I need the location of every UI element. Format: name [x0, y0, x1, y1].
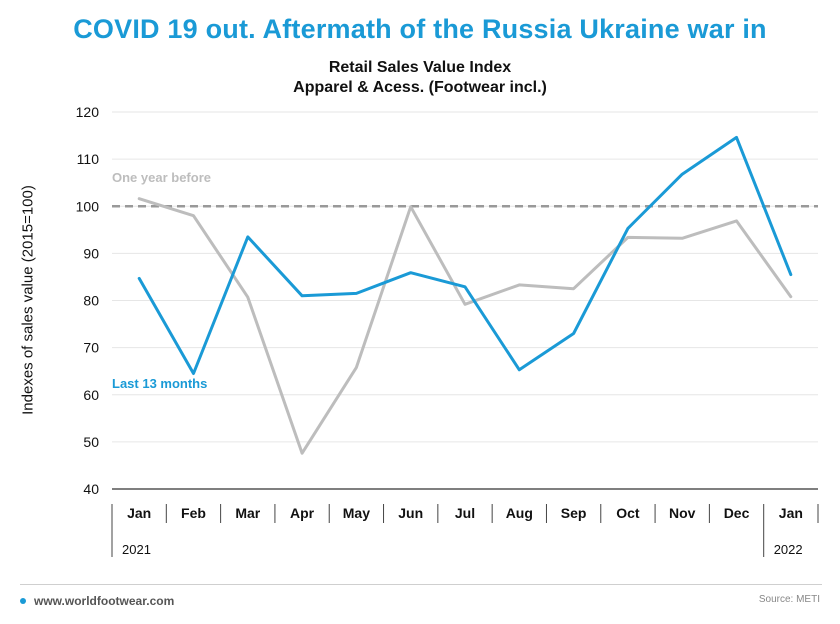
bullet-dot-icon: [20, 598, 26, 604]
x-tick-label: Jul: [455, 505, 475, 521]
x-tick-label: Nov: [669, 505, 696, 521]
series-label-last-13-months: Last 13 months: [112, 376, 207, 391]
series-line: [137, 197, 793, 455]
x-tick-label: Apr: [290, 505, 315, 521]
x-tick-label: Sep: [561, 505, 587, 521]
chart-title: Retail Sales Value Index: [328, 59, 512, 76]
x-tick-label: Feb: [181, 505, 206, 521]
x-tick-label: Aug: [506, 505, 533, 521]
y-tick-label: 70: [83, 340, 99, 356]
series-line: [137, 135, 793, 375]
y-tick-label: 80: [83, 293, 99, 309]
y-tick-label: 60: [83, 387, 99, 403]
y-tick-label: 110: [77, 151, 100, 167]
x-tick-label: Jan: [127, 505, 151, 521]
year-label-2022: 2022: [774, 542, 803, 557]
chart-subtitle: Apparel & Acess. (Footwear incl.): [293, 79, 547, 96]
x-tick-label: Mar: [235, 505, 260, 521]
x-tick-label: Dec: [724, 505, 750, 521]
footer-source: Source: METI: [758, 594, 820, 605]
series-lines: [137, 135, 793, 455]
footer-site[interactable]: www.worldfootwear.com: [20, 594, 174, 608]
x-tick-label: Jan: [779, 505, 803, 521]
y-tick-labels: 40 50 60 70 80 90 100 110 120: [76, 104, 100, 497]
footer-site-text[interactable]: www.worldfootwear.com: [34, 594, 175, 608]
page-headline: COVID 19 out. Aftermath of the Russia Uk…: [73, 14, 767, 44]
grid-lines: [112, 111, 818, 490]
year-label-2021: 2021: [122, 542, 151, 557]
x-tick-label: Oct: [616, 505, 640, 521]
y-tick-label: 90: [83, 245, 99, 261]
x-axis: Jan Feb Mar Apr May Jun Jul Aug Sep Oct Nov Dec Jan 2…: [111, 488, 819, 557]
x-tick-label: May: [343, 505, 370, 521]
y-tick-label: 100: [76, 198, 100, 214]
y-tick-label: 120: [76, 104, 100, 120]
series-labels: One year before Last 13 months: [112, 170, 211, 391]
x-tick-label: Jun: [398, 505, 423, 521]
series-label-one-year-before: One year before: [112, 170, 211, 185]
y-tick-label: 40: [83, 481, 99, 497]
footer-divider: [20, 584, 822, 585]
chart-title-block: Retail Sales Value Index Apparel & Acess…: [0, 58, 840, 98]
y-tick-label: 50: [83, 434, 99, 450]
